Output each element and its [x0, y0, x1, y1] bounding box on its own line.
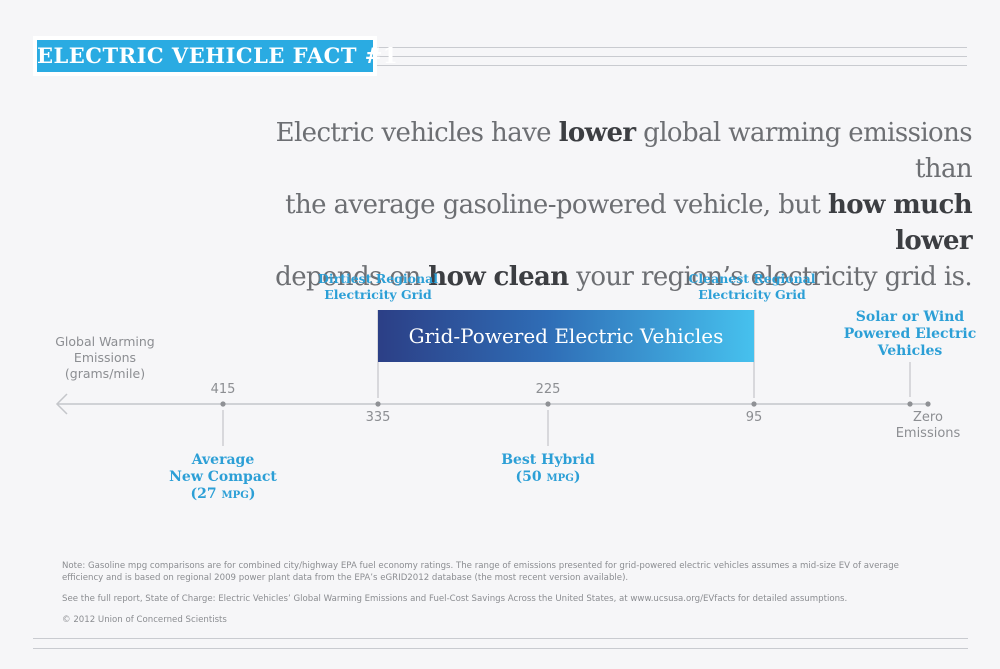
axis-arrow-icon [55, 393, 68, 415]
best-hybrid-line: Best Hybrid [501, 452, 595, 468]
axis-dot-335 [375, 401, 381, 407]
bottom-rule-2 [33, 648, 968, 649]
dirtiest-grid-label: Dirtiest Regional Electricity Grid [310, 271, 446, 303]
cleanest-grid-line: Electricity Grid [698, 287, 806, 302]
mpg-close: ) [573, 469, 581, 485]
top-rule-3 [377, 65, 967, 66]
headline-text: your region’s electricity grid is. [568, 262, 972, 292]
note-mpg: Note: Gasoline mpg comparisons are for c… [62, 561, 899, 583]
note-full-report: See the full report, State of Charge: El… [62, 594, 848, 604]
solar-wind-line: Powered Electric [843, 326, 977, 342]
solar-wind-line: Vehicles [877, 343, 943, 359]
mpg-number: (50 [515, 469, 547, 485]
headline-text: global warming emissions than [635, 118, 972, 184]
zero-emissions-line: Emissions [895, 426, 961, 441]
fact-banner-title: ELECTRIC VEHICLE FACT #1 [37, 40, 398, 72]
tick-label-415: 415 [210, 382, 236, 397]
average-compact-line: Average [191, 452, 255, 468]
zero-emissions-label: Zero Emissions [880, 410, 976, 442]
headline-text: depends on [275, 262, 429, 292]
mpg-close: ) [248, 486, 256, 502]
axis-title-line: (grams/mile) [64, 366, 146, 381]
solar-wind-label: Solar or Wind Powered Electric Vehicles [838, 309, 982, 360]
axis-title-line: Emissions [73, 350, 137, 365]
axis-dot-415 [220, 401, 226, 407]
axis-dot-zero [925, 401, 931, 407]
headline-emphasis: lower [558, 118, 636, 148]
headline-line-1: Electric vehicles have lower global warm… [212, 115, 973, 187]
solar-wind-line: Solar or Wind [855, 309, 965, 325]
top-rule-1 [377, 47, 967, 48]
best-hybrid-mpg: (50 MPG) [478, 469, 618, 487]
fact-banner: ELECTRIC VEHICLE FACT #1 [33, 36, 398, 76]
mpg-unit: MPG [221, 490, 249, 501]
best-hybrid-label: Best Hybrid (50 MPG) [478, 452, 618, 487]
axis-dot-225 [545, 401, 551, 407]
tick-label-95: 95 [745, 410, 763, 425]
tick-label-225: 225 [535, 382, 561, 397]
grid-ev-range-bar: Grid-Powered Electric Vehicles [378, 310, 754, 362]
headline: Electric vehicles have lower global warm… [212, 115, 972, 295]
headline-text: the average gasoline-powered vehicle, bu… [285, 190, 828, 220]
average-compact-line: New Compact [169, 469, 277, 485]
mpg-number: (27 [190, 486, 222, 502]
average-compact-mpg: (27 MPG) [150, 486, 296, 504]
mpg-unit: MPG [546, 473, 574, 484]
headline-emphasis: how clean [428, 262, 569, 292]
headline-text: Electric vehicles have [275, 118, 559, 148]
dirtiest-grid-line: Electricity Grid [324, 287, 432, 302]
headline-line-2: the average gasoline-powered vehicle, bu… [212, 187, 972, 259]
axis-dot-solar [907, 401, 913, 407]
axis-dot-95 [751, 401, 757, 407]
average-compact-label: Average New Compact (27 MPG) [150, 452, 296, 504]
axis-title: Global Warming Emissions (grams/mile) [45, 334, 165, 382]
cleanest-grid-line: Cleanest Regional [688, 271, 816, 286]
headline-emphasis: how much lower [827, 190, 973, 256]
cleanest-grid-label: Cleanest Regional Electricity Grid [684, 271, 820, 303]
axis-title-line: Global Warming [55, 334, 155, 349]
tick-label-335: 335 [365, 410, 391, 425]
bottom-rule-1 [33, 638, 968, 639]
dirtiest-grid-line: Dirtiest Regional [318, 271, 438, 286]
zero-emissions-line: Zero [913, 410, 943, 425]
top-rule-2 [377, 56, 967, 57]
headline-line-3: depends on how clean your region’s elect… [212, 259, 972, 295]
copyright: © 2012 Union of Concerned Scientists [62, 615, 227, 625]
